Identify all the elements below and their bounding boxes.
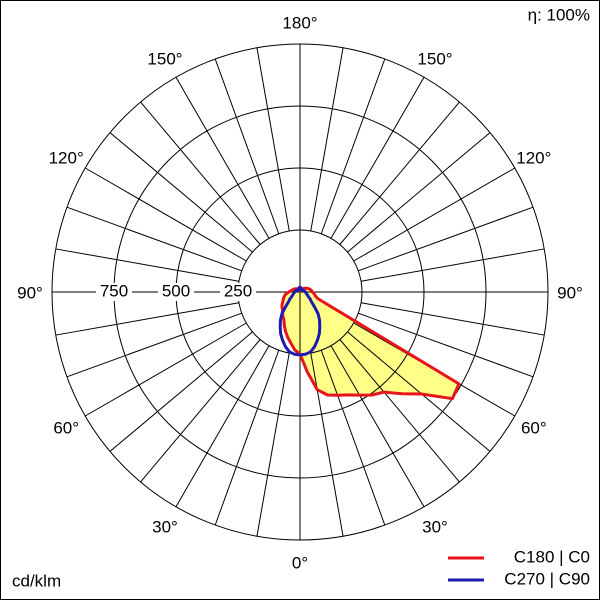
spoke [347, 132, 491, 253]
spoke [214, 58, 280, 234]
spoke [310, 47, 344, 232]
series-layer [282, 288, 459, 399]
spoke [360, 302, 545, 336]
angle-label: 90° [557, 283, 583, 302]
spoke [320, 350, 386, 526]
intensity-curve [282, 288, 459, 399]
spoke [339, 339, 460, 483]
angle-label: 60° [521, 418, 547, 437]
label-bg [555, 284, 585, 304]
spoke [109, 132, 253, 253]
label-bg [158, 283, 194, 301]
angle-label: 90° [17, 283, 43, 302]
spoke [256, 47, 290, 232]
angle-label: 150° [147, 50, 182, 69]
spoke [66, 312, 242, 378]
spoke [358, 312, 534, 378]
angle-label: 180° [282, 13, 317, 32]
spoke [320, 58, 386, 234]
spoke [140, 339, 261, 483]
r-tick-label: 500 [162, 281, 190, 300]
spoke [109, 331, 253, 452]
angle-label: 60° [53, 418, 79, 437]
label-bg [220, 283, 256, 301]
angle-label: 30° [152, 517, 178, 536]
intensity-outline [278, 285, 322, 357]
spoke [84, 167, 247, 262]
spoke [140, 101, 261, 245]
spoke [55, 302, 240, 336]
r-tick-label: 250 [224, 281, 252, 300]
spoke [360, 248, 545, 282]
unit-label: cd/klm [12, 571, 61, 590]
spoke [339, 101, 460, 245]
spoke [330, 76, 425, 239]
efficiency: η: 100% [528, 5, 590, 24]
spoke [214, 350, 280, 526]
spoke [353, 167, 516, 262]
angle-label: 150° [417, 50, 452, 69]
spoke [84, 322, 247, 417]
spoke [55, 248, 240, 282]
label-bg [96, 283, 132, 301]
spoke [330, 345, 425, 508]
spoke [66, 206, 242, 272]
angle-label: 30° [422, 517, 448, 536]
spoke [256, 352, 290, 537]
spoke [175, 76, 270, 239]
spoke [358, 206, 534, 272]
r-tick-label: 750 [100, 281, 128, 300]
label-bg [15, 284, 45, 304]
angle-label: 120° [49, 148, 84, 167]
outer-circle [51, 43, 549, 541]
legend-label: C180 | C0 [514, 547, 590, 566]
angle-label: 120° [516, 148, 551, 167]
spoke [347, 331, 491, 452]
angle-label: 0° [292, 553, 308, 572]
legend-label: C270 | C90 [504, 569, 590, 588]
spoke [310, 352, 344, 537]
spoke [175, 345, 270, 508]
